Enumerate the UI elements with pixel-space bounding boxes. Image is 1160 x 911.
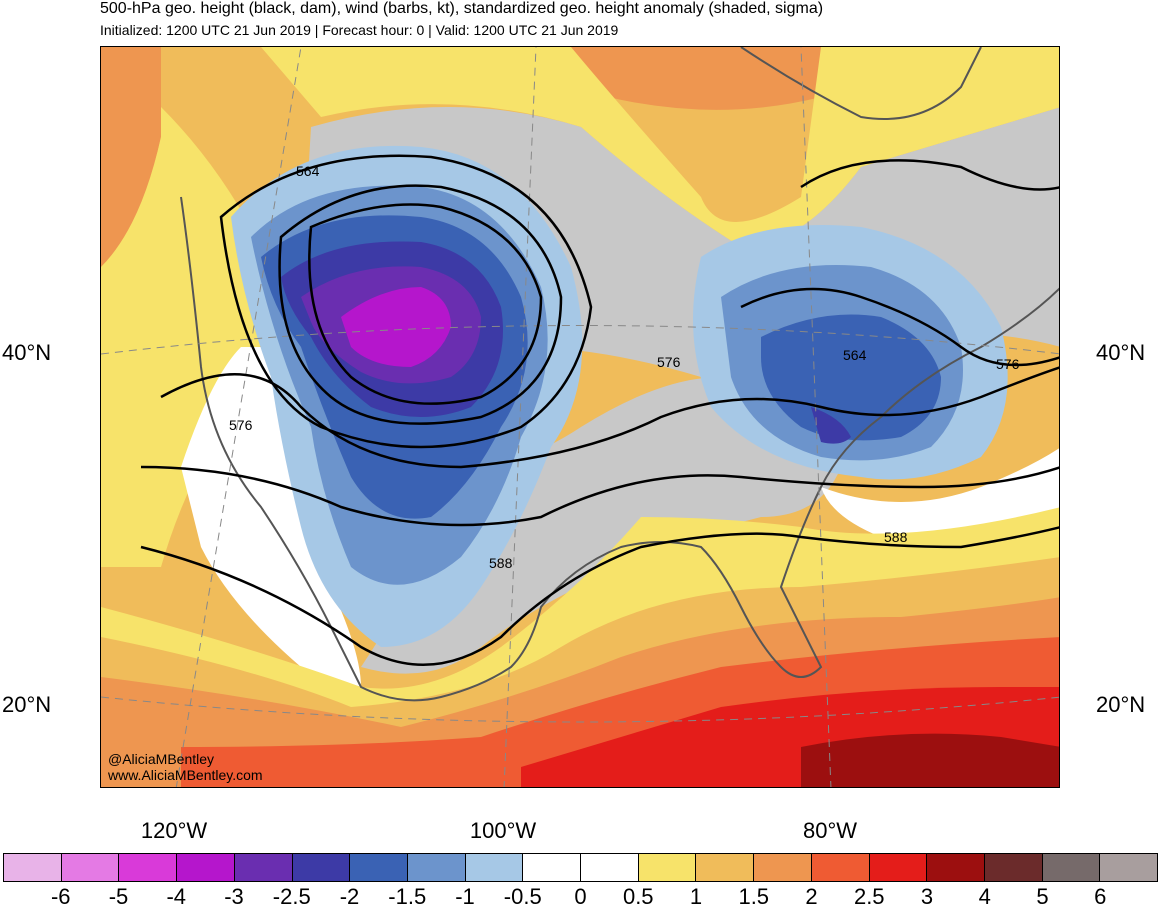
anomaly-orange-north	[571, 47, 821, 110]
colorbar-tick-label: -5	[108, 884, 129, 909]
colorbar-swatch	[1100, 854, 1158, 881]
colorbar-swatch	[407, 854, 466, 881]
contour-label: 576	[657, 354, 681, 370]
anomaly-gray-south	[361, 377, 841, 674]
anomaly-colorbar	[3, 853, 1158, 882]
colorbar-tick-label: 5	[1036, 884, 1049, 909]
colorbar-tick-label: 0.5	[622, 884, 654, 909]
colorbar-tick-label: 2.5	[853, 884, 885, 909]
colorbar-swatch	[811, 854, 870, 881]
colorbar-swatch	[177, 854, 235, 881]
colorbar-swatch	[4, 854, 62, 881]
colorbar-tick-label: -6	[50, 884, 71, 909]
colorbar-tick-label: 4	[978, 884, 991, 909]
anomaly-neg15-east	[761, 314, 941, 441]
colorbar-tick-label: -1	[455, 884, 475, 909]
colorbar-swatch	[350, 854, 408, 881]
height-contours	[140, 154, 1059, 667]
anomaly-yellow-west	[101, 107, 266, 567]
lat-label-left-20n: 20°N	[2, 692, 52, 717]
colorbar-swatch	[119, 854, 178, 881]
anomaly-dark-red-south	[801, 733, 1059, 787]
anomaly-white-zero-band	[181, 347, 361, 687]
contour-label: 576	[996, 356, 1020, 372]
contour-label: 564	[296, 163, 320, 179]
colorbar-tick-label: 1.5	[738, 884, 770, 909]
colorbar-tick-label: 1	[689, 884, 703, 909]
colorbar-swatch	[581, 854, 639, 881]
map-title: 500-hPa geo. height (black, dam), wind (…	[100, 0, 824, 17]
map-subtitle: Initialized: 1200 UTC 21 Jun 2019 | Fore…	[100, 22, 619, 38]
contour-label: 564	[843, 347, 867, 363]
colorbar-tick-label: -1.5	[388, 884, 427, 909]
lon-label-80w: 80°W	[802, 818, 858, 843]
colorbar-tick-label: -0.5	[503, 884, 542, 909]
colorbar-swatch	[927, 854, 985, 881]
credit-handle: @AliciaMBentley	[108, 751, 215, 767]
graticule	[101, 47, 1059, 787]
colorbar-tick-label: 0	[574, 884, 587, 909]
colorbar-swatch	[638, 854, 697, 881]
lat-label-right-20n: 20°N	[1096, 692, 1146, 717]
lat-label-right-40n: 40°N	[1096, 340, 1146, 365]
colorbar-swatch	[1042, 854, 1101, 881]
colorbar-swatch	[61, 854, 120, 881]
colorbar-swatch	[754, 854, 812, 881]
lon-label-100w: 100°W	[469, 818, 537, 843]
colorbar-tick-label: 6	[1094, 884, 1107, 909]
colorbar-tick-label: -3	[224, 884, 244, 909]
weather-map	[100, 46, 1060, 788]
colorbar-swatch	[696, 854, 755, 881]
anomaly-white-east	[821, 448, 1059, 539]
credit-website: www.AliciaMBentley.com	[108, 767, 263, 783]
contour-label: 576	[229, 417, 253, 433]
lat-label-left-40n: 40°N	[2, 340, 52, 365]
colorbar-tick-label: 3	[920, 884, 934, 909]
colorbar-tick-label: -4	[166, 884, 187, 909]
colorbar-tick-label: 2	[805, 884, 818, 909]
contour-label: 588	[489, 555, 513, 571]
lon-label-120w: 120°W	[140, 818, 208, 843]
anomaly-orange-west	[101, 47, 161, 267]
colorbar-tick-label: -2	[339, 884, 360, 909]
colorbar-swatch	[234, 854, 293, 881]
contour-label: 588	[884, 529, 908, 545]
colorbar-swatch	[292, 854, 351, 881]
anomaly-neg3-west	[341, 287, 451, 367]
anomaly-yellow-north	[261, 47, 1059, 247]
colorbar-swatch	[984, 854, 1043, 881]
coastline	[180, 47, 1059, 702]
anomaly-neg2-east	[811, 407, 851, 444]
colorbar-tick-label: -2.5	[272, 884, 311, 909]
colorbar-swatch	[465, 854, 524, 881]
colorbar-swatch	[869, 854, 928, 881]
colorbar-swatch	[523, 854, 582, 881]
